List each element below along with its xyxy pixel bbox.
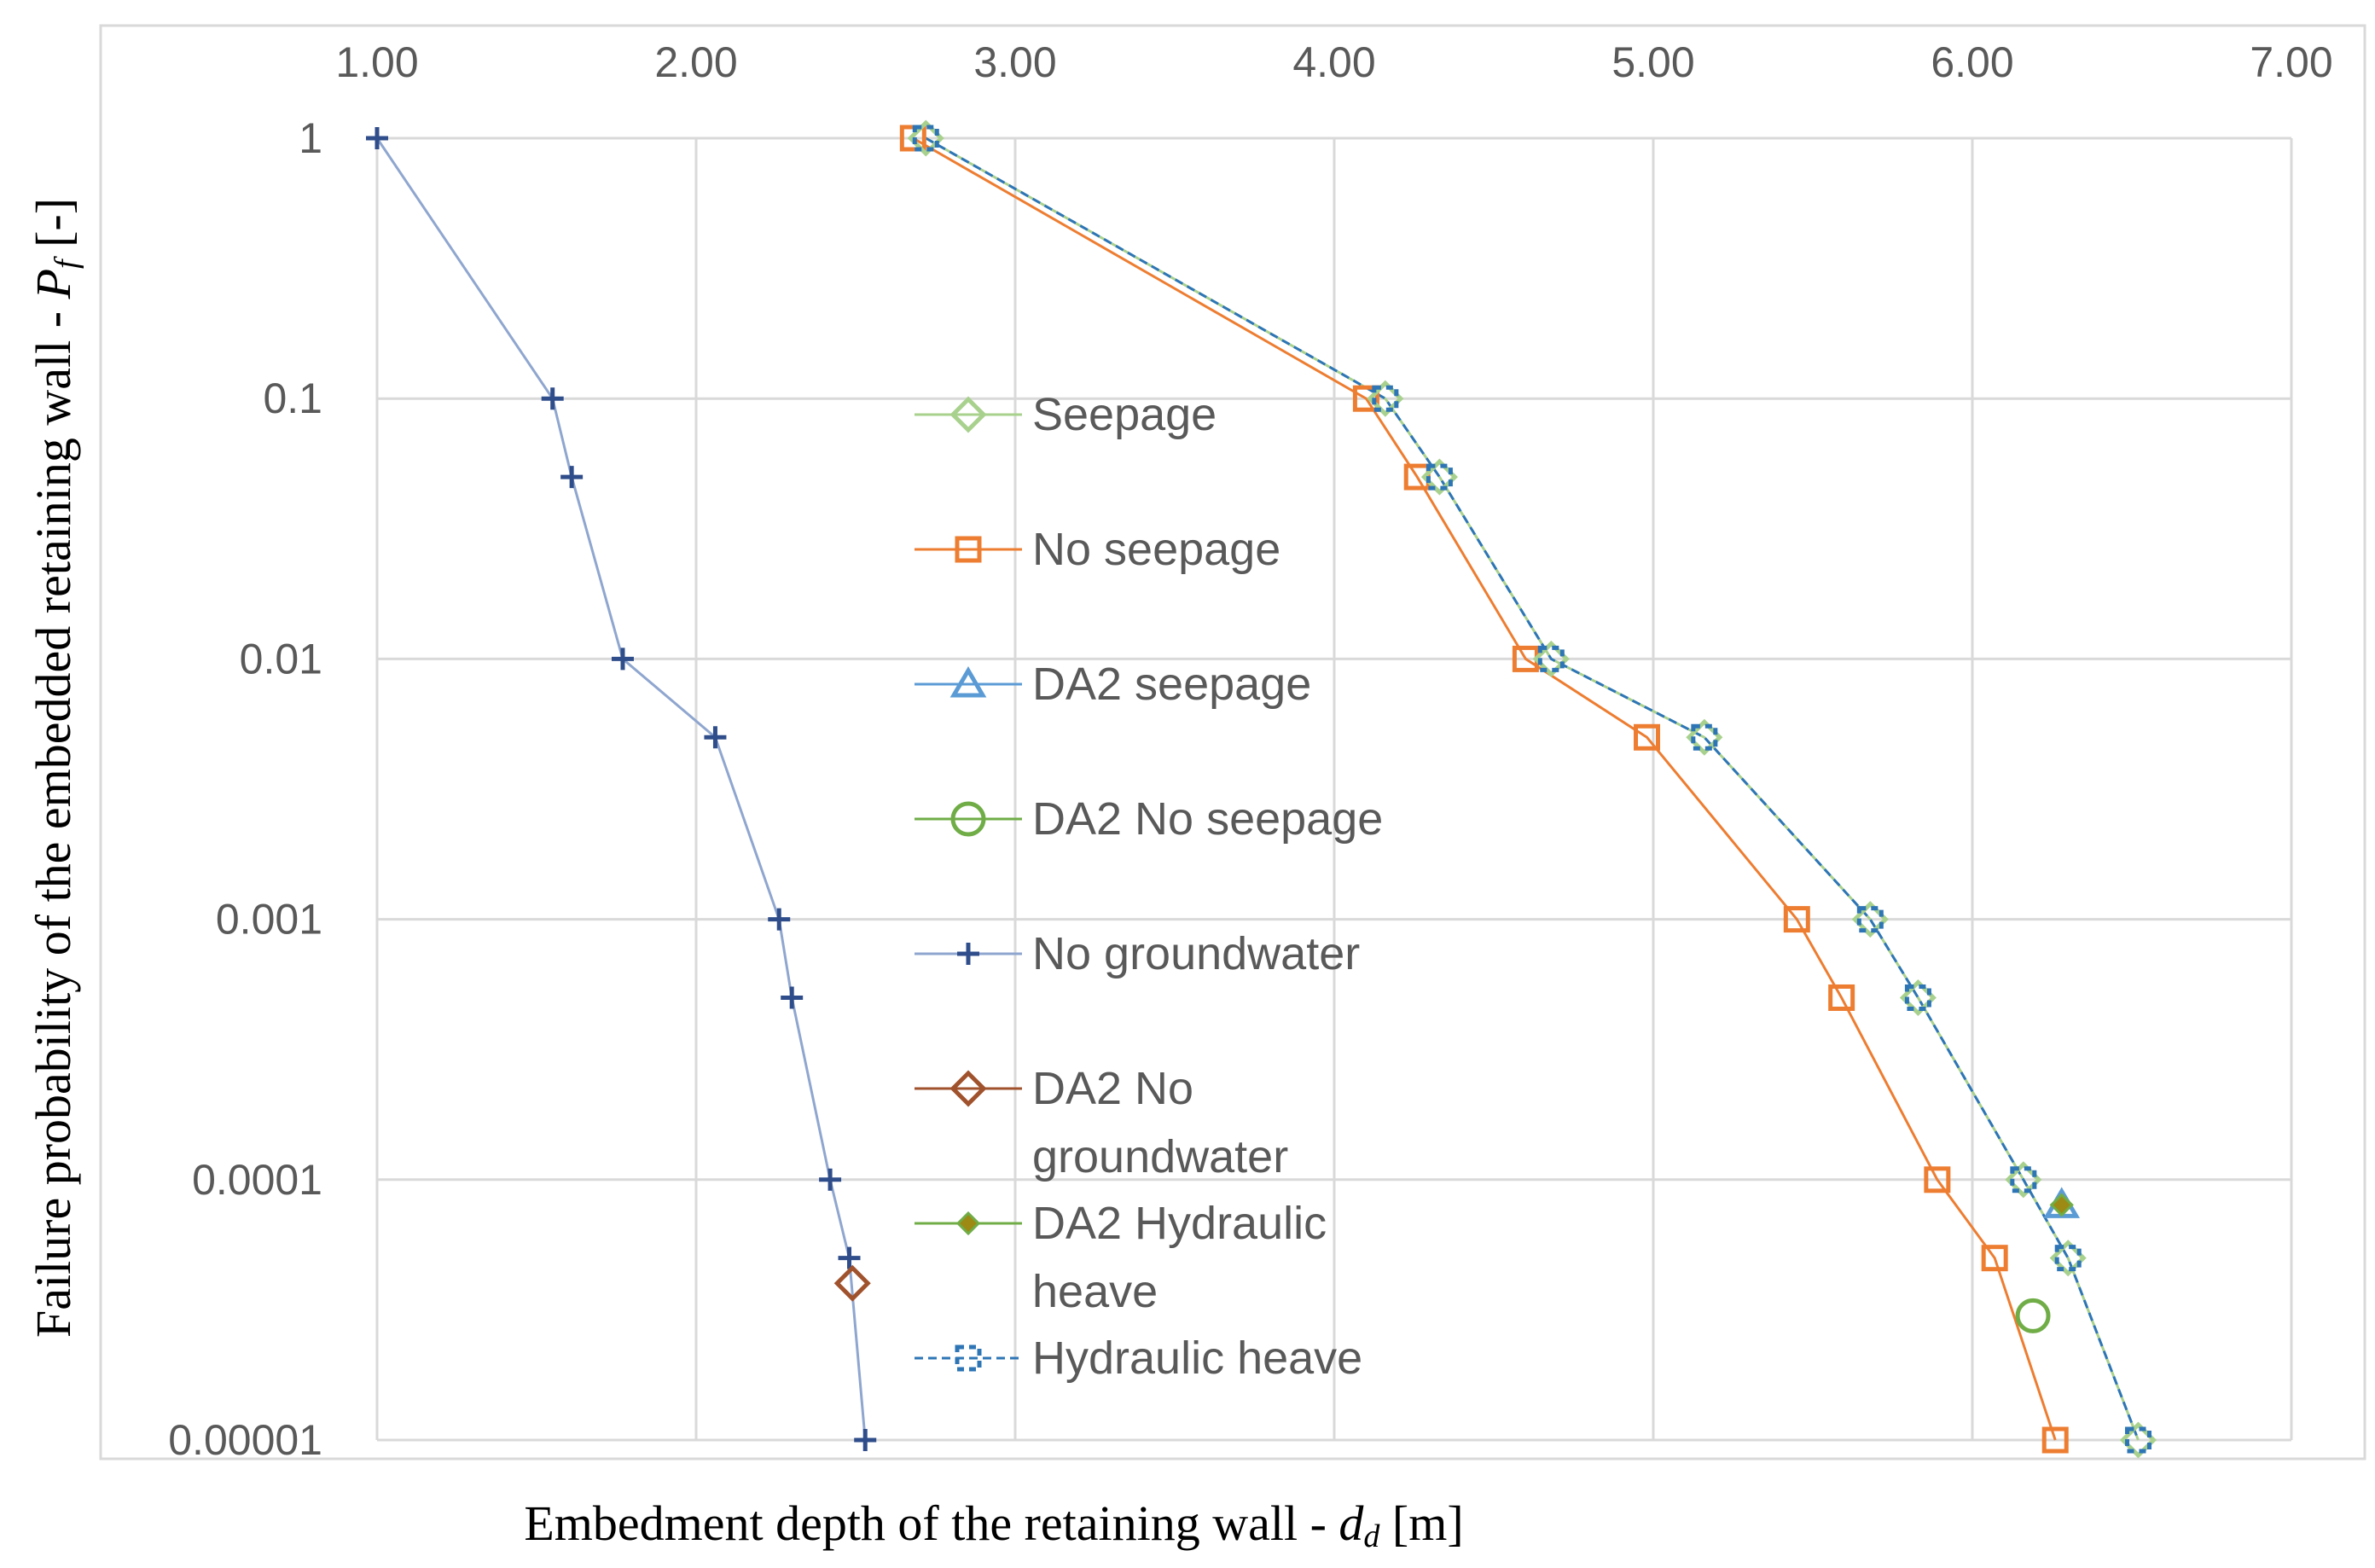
no-groundwater-point [781,986,804,1009]
y-axis-title: Failure probability of the embedded reta… [26,198,84,1338]
y-tick-label: 0.00001 [168,1416,322,1464]
chart-border [99,24,2366,1461]
legend-entry-da2-no-seepage: DA2 No seepage [915,793,1383,845]
y-axis-title-unit: [-] [26,198,81,259]
hydraulic-heave-point [1691,723,1718,751]
x-axis-title-subscript: d [1363,1519,1380,1554]
legend-label: DA2 No seepage [1032,793,1383,845]
hydraulic-heave-point [1856,906,1884,933]
legend: Seepage No seepage DA2 seepage DA2 No seepa… [915,389,1383,1384]
da2-no-groundwater-point [833,1264,871,1302]
hydraulic-heave-point [1372,385,1399,412]
no-seepage-line [912,136,2057,1441]
no-seepage-point [2041,1426,2069,1454]
y-tick-label: 1 [299,114,322,162]
legend-label: groundwater [1032,1131,1288,1182]
legend-swatch-marker [955,1344,982,1372]
no-seepage-point [1634,723,1661,751]
x-tick-label: 6.00 [1931,38,2013,86]
legend-entry-seepage: Seepage [915,389,1217,440]
da2-hydraulic-heave-point [2049,1193,2074,1217]
legend-label: heave [1032,1266,1158,1317]
hydraulic-heave-point [2054,1245,2082,1272]
hydraulic-heave-point [1904,984,1931,1011]
legend-entry-hydraulic-heave: Hydraulic heave [915,1333,1362,1384]
gridlines [375,136,2293,1442]
hydraulic-heave-point [1426,463,1453,491]
x-axis-title-unit: [m] [1379,1495,1463,1551]
legend-label: DA2 seepage [1032,659,1311,710]
x-axis-title-symbol: d [1338,1495,1364,1551]
legend-swatch-marker [955,1211,981,1236]
legend-swatch-marker [949,1070,987,1107]
legend-swatch-marker [949,396,987,433]
x-axis-title: Embedment depth of the retaining wall - … [524,1495,1463,1554]
legend-label: No seepage [1032,524,1280,575]
legend-entry-no-groundwater: No groundwater [915,928,1360,979]
hydraulic-heave-point [2010,1166,2037,1193]
no-groundwater-point [854,1429,877,1451]
no-groundwater-point [541,387,564,410]
no-groundwater-point [366,127,388,149]
no-groundwater-point [819,1168,842,1191]
no-seepage-point [1352,385,1379,412]
x-tick-labels: 1.00 2.00 3.00 4.00 5.00 6.00 7.00 [335,38,2332,86]
x-tick-label: 4.00 [1292,38,1375,86]
legend-label: Seepage [1032,389,1217,440]
no-groundwater-point [611,648,634,671]
y-axis-title-symbol: P [26,269,81,299]
legend-entry-da2-hydraulic-heave: DA2 Hydraulic heave [915,1198,1327,1317]
series-markers [366,119,2157,1459]
x-tick-label: 2.00 [654,38,737,86]
x-tick-label: 1.00 [335,38,418,86]
legend-swatch-marker [950,801,986,837]
no-groundwater-point [838,1246,861,1269]
da2-no-seepage-point [2015,1298,2051,1333]
legend-label: DA2 Hydraulic [1032,1198,1327,1249]
legend-swatch-marker [949,666,987,698]
no-groundwater-point [704,726,727,749]
y-tick-label: 0.1 [263,375,322,422]
legend-label: Hydraulic heave [1032,1333,1362,1384]
hydraulic-heave-point [912,125,939,152]
hydraulic-heave-point [2124,1426,2151,1454]
legend-entry-da2-seepage: DA2 seepage [915,659,1311,710]
no-groundwater-point [768,908,791,931]
legend-label: No groundwater [1032,928,1360,979]
legend-swatch-marker [955,536,982,563]
y-tick-labels: 1 0.1 0.01 0.001 0.0001 0.00001 [168,114,322,1464]
y-tick-label: 0.001 [216,896,322,944]
y-axis-title-text: Failure probability of the embedded reta… [26,299,81,1338]
y-tick-label: 0.0001 [192,1156,322,1204]
no-groundwater-line [375,137,867,1441]
x-tick-label: 7.00 [2250,38,2332,86]
no-seepage-point [1828,984,1855,1011]
legend-swatch-marker [957,943,979,965]
x-tick-label: 3.00 [973,38,1056,86]
series-lines [375,136,2140,1441]
hydraulic-heave-line [925,136,2140,1441]
legend-entry-no-seepage: No seepage [915,524,1280,575]
hydraulic-heave-point [1537,645,1565,672]
x-axis-title-text: Embedment depth of the retaining wall - [524,1495,1338,1551]
no-seepage-point [1981,1245,2008,1272]
legend-entry-da2-no-groundwater: DA2 No groundwater [915,1063,1288,1182]
y-tick-label: 0.01 [240,635,322,682]
legend-label: DA2 No [1032,1063,1193,1114]
x-tick-label: 5.00 [1611,38,1694,86]
no-seepage-point [1924,1166,1951,1193]
no-seepage-point [1783,906,1810,933]
no-groundwater-point [560,466,584,489]
